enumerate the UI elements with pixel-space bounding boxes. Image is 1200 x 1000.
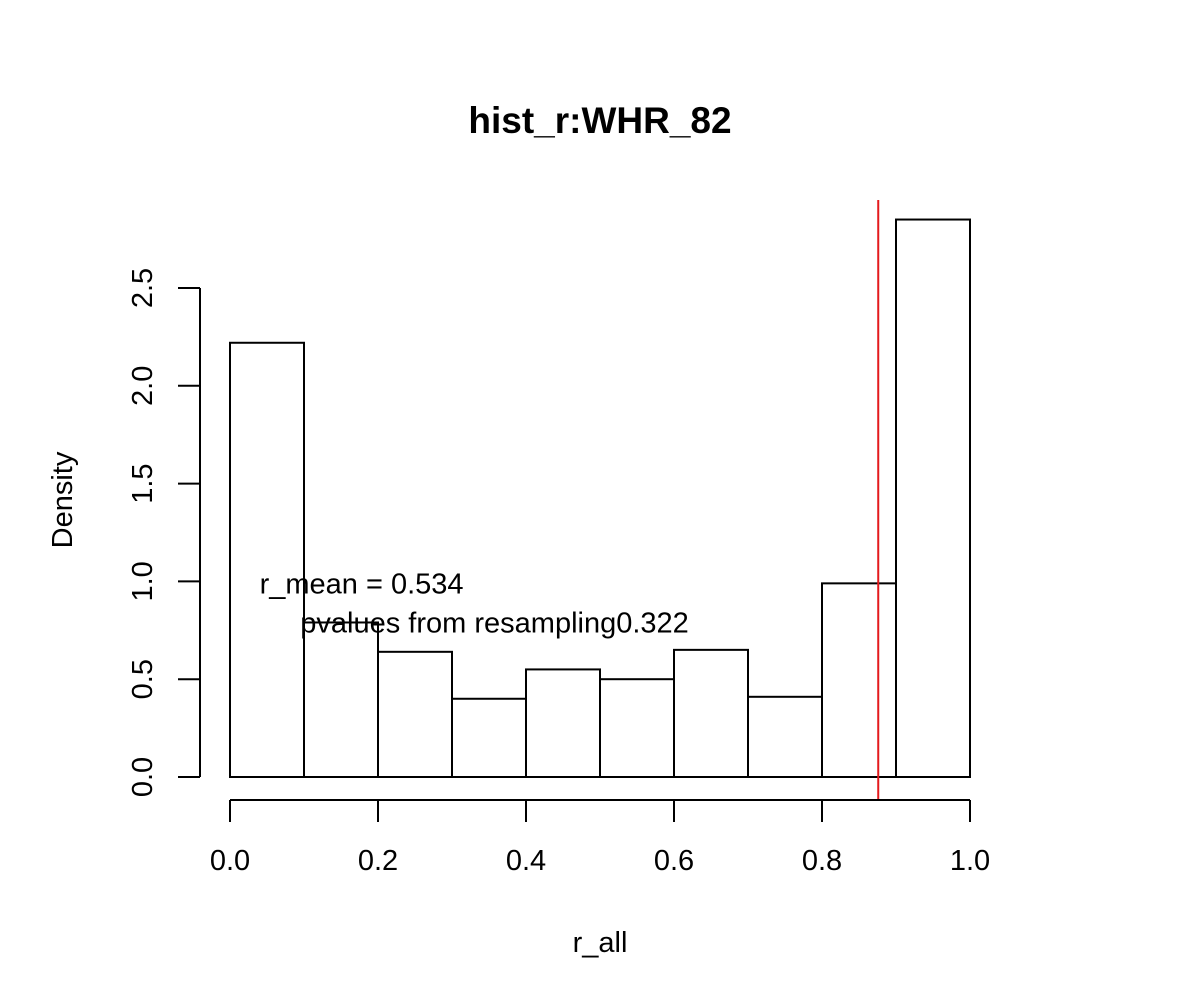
annotation-text: pvalues from resampling0.322 (300, 607, 688, 639)
y-axis-label: Density (47, 451, 79, 548)
histogram-bars (229, 218, 971, 779)
y-axis: 0.0 0.5 1.0 1.5 2.0 2.5 (127, 268, 201, 797)
histogram-bar (895, 218, 971, 779)
x-tick-label: 0.6 (654, 845, 694, 877)
chart-title: hist_r:WHR_82 (468, 100, 731, 141)
x-tick-label: 0.0 (210, 845, 250, 877)
histogram-bar (377, 650, 453, 778)
histogram-bar (599, 678, 675, 779)
histogram-bar (451, 697, 527, 779)
annotation-text: r_mean = 0.534 (260, 568, 464, 600)
histogram-bar (673, 648, 749, 778)
histogram-bar (229, 341, 305, 778)
y-tick-label: 2.5 (127, 268, 159, 308)
y-tick-label: 1.0 (127, 561, 159, 601)
y-tick-label: 0.5 (127, 659, 159, 699)
x-tick-label: 0.8 (802, 845, 842, 877)
x-tick-label: 0.2 (358, 845, 398, 877)
histogram-bar (303, 621, 379, 779)
histogram-bar (821, 582, 897, 779)
histogram-bar (747, 695, 823, 779)
x-tick-label: 0.4 (506, 845, 546, 877)
y-tick-label: 1.5 (127, 463, 159, 503)
x-axis-label: r_all (573, 927, 628, 959)
x-axis: 0.0 0.2 0.4 0.6 0.8 1.0 (210, 799, 990, 877)
annotations: r_mean = 0.534 pvalues from resampling0.3… (260, 568, 689, 639)
y-tick-label: 2.0 (127, 366, 159, 406)
x-tick-label: 1.0 (950, 845, 990, 877)
histogram-bar (525, 668, 601, 778)
y-tick-label: 0.0 (127, 757, 159, 797)
